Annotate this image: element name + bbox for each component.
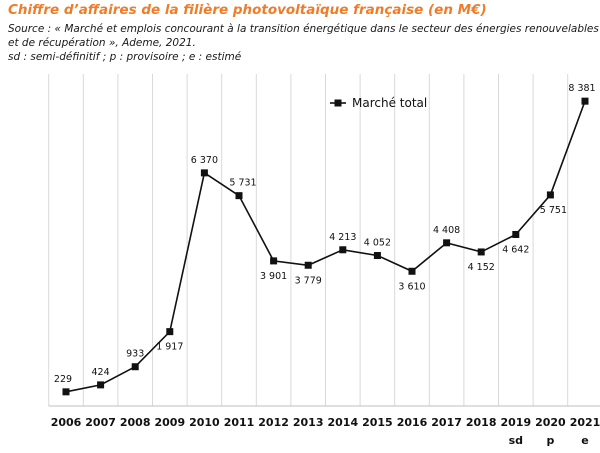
legend-label: Marché total: [352, 96, 427, 110]
data-point: [235, 192, 243, 200]
data-point: [200, 169, 208, 177]
x-tick-sublabel: p: [546, 434, 554, 447]
x-tick-label: 2019: [500, 416, 531, 429]
x-tick-label: 2007: [85, 416, 116, 429]
data-label: 4 052: [364, 238, 391, 249]
data-point: [546, 191, 554, 199]
data-label: 933: [126, 349, 144, 360]
x-tick-label: 2017: [431, 416, 462, 429]
series-line-marche-total: [65, 100, 586, 393]
x-tick-label: 2015: [362, 416, 393, 429]
x-tick-sublabel: sd: [509, 434, 523, 447]
data-label: 3 901: [260, 271, 287, 282]
data-point: [408, 267, 416, 275]
grid-lines: [48, 74, 569, 406]
data-points: [62, 97, 589, 396]
x-tick-label: 2013: [293, 416, 324, 429]
x-tick-label: 2011: [224, 416, 255, 429]
data-point: [62, 388, 70, 396]
chart-source-note: Source : « Marché et emplois concourant …: [8, 22, 599, 64]
data-label: 6 370: [191, 155, 218, 166]
data-label: 424: [92, 367, 110, 378]
data-label: 3 610: [398, 281, 425, 292]
data-point: [166, 328, 174, 336]
source-line-2: et de récupération », Ademe, 2021.: [8, 37, 196, 49]
x-tick-labels: 2006 2007 2008 2009 2010 2011 2012 2013 2014 2015…: [51, 416, 600, 447]
source-line-1: Source : « Marché et emplois concourant …: [8, 23, 599, 35]
data-point: [443, 239, 451, 247]
data-point: [581, 97, 589, 105]
data-label: 3 779: [295, 275, 322, 286]
data-point: [477, 248, 485, 256]
data-label: 4 213: [329, 232, 356, 243]
chart-title: Chiffre d’affaires de la filière photovo…: [8, 2, 487, 18]
x-tick-label: 2010: [189, 416, 220, 429]
x-tick-label: 2021: [570, 416, 600, 429]
data-point: [97, 381, 105, 389]
data-point: [512, 230, 520, 238]
data-point: [373, 252, 381, 260]
data-point: [131, 363, 139, 371]
data-point: [270, 257, 278, 265]
data-point: [339, 246, 347, 254]
source-line-3: sd : semi-définitif ; p : provisoire ; e…: [8, 51, 242, 63]
x-tick-label: 2008: [120, 416, 151, 429]
data-label: 1 917: [156, 342, 183, 353]
legend-marker: [334, 99, 342, 107]
x-tick-label: 2020: [535, 416, 566, 429]
data-point: [304, 261, 312, 269]
x-tick-label: 2018: [466, 416, 497, 429]
x-tick-label: 2012: [258, 416, 289, 429]
data-label: 4 408: [433, 225, 460, 236]
data-label: 5 751: [540, 205, 567, 216]
data-label: 5 731: [229, 178, 256, 189]
x-tick-label: 2006: [51, 416, 82, 429]
data-label: 4 642: [502, 244, 529, 255]
data-labels: 229 424 933 1 917 6 370 5 731 3 901 3 779 4 213 4…: [54, 83, 596, 385]
data-label: 229: [54, 374, 72, 385]
x-tick-label: 2014: [327, 416, 358, 429]
x-tick-label: 2009: [154, 416, 185, 429]
legend: Marché total: [330, 96, 427, 110]
x-tick-sublabel: e: [581, 434, 588, 447]
data-label: 8 381: [568, 83, 595, 94]
x-tick-label: 2016: [397, 416, 428, 429]
data-label: 4 152: [468, 262, 495, 273]
